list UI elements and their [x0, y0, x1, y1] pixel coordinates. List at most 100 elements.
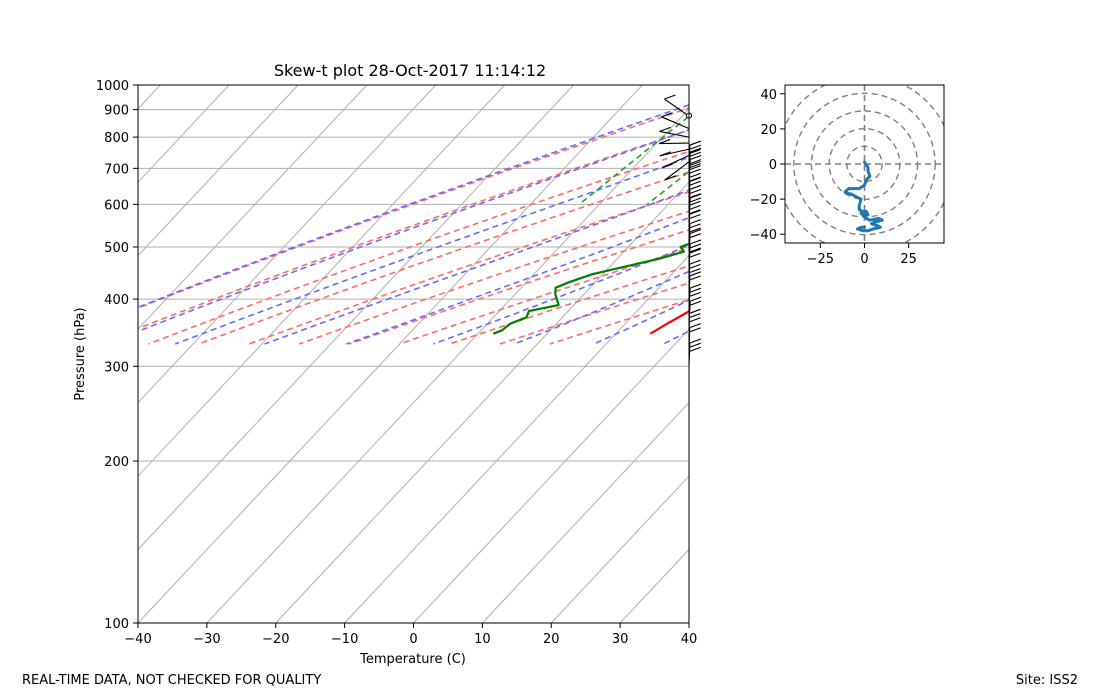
moist-adiabat: [138, 128, 689, 333]
barb-feather: [689, 287, 702, 293]
y-tick-label: 500: [104, 241, 129, 256]
wind-barb: [661, 112, 690, 130]
hodo-x-tick-label: 0: [860, 252, 868, 267]
hodo-y-tick-label: −40: [750, 228, 777, 243]
barb-feather: [689, 227, 701, 233]
moist-adiabat: [264, 189, 689, 345]
barb-feather: [689, 275, 701, 281]
mixing-ratio-line: [969, 105, 1100, 205]
y-tick-label: 800: [104, 131, 129, 146]
barb-feather: [689, 188, 702, 194]
x-tick-label: −40: [124, 632, 151, 647]
mixing-ratio-line: [763, 105, 896, 205]
isotherm: [138, 85, 574, 551]
dry-adiabat: [138, 129, 689, 330]
barb-feather: [689, 271, 702, 277]
y-tick-label: 1000: [96, 79, 129, 94]
moist-adiabat: [138, 104, 689, 309]
hodograph-trace: [843, 160, 884, 233]
data-quality-disclaimer: REAL-TIME DATA, NOT CHECKED FOR QUALITY: [22, 673, 322, 688]
barb-feather: [689, 209, 701, 215]
isotherm: [688, 622, 689, 623]
barb-feather: [689, 213, 701, 219]
barb-feather: [689, 233, 702, 239]
x-tick-label: 30: [612, 632, 629, 647]
site-label: Site: ISS2: [1015, 673, 1078, 688]
barb-feather: [689, 247, 701, 253]
barb-feather: [689, 327, 701, 333]
y-tick-label: 400: [104, 293, 129, 308]
barb-feather: [689, 160, 701, 167]
isotherm: [619, 548, 689, 623]
hodograph-trace-group: [843, 160, 884, 233]
barb-feather: [689, 283, 702, 289]
x-axis-label: Temperature (C): [359, 652, 466, 667]
barb-staff: [658, 142, 690, 145]
barb-feather: [689, 172, 701, 178]
wind-barb: [659, 148, 690, 157]
moist-adiabat: [346, 216, 689, 345]
dry-adiabat: [198, 171, 689, 345]
skewt-moist-adiabats: [138, 104, 689, 345]
wind-barb: [664, 161, 690, 181]
barb-feather: [661, 112, 673, 118]
x-tick-label: 40: [681, 632, 698, 647]
wind-barb: [688, 239, 702, 267]
dewpoint-profile: [492, 242, 689, 335]
barb-feather: [689, 176, 702, 182]
barb-feather: [661, 163, 673, 169]
dry-adiabat: [138, 107, 689, 310]
wind-barb: [658, 139, 690, 145]
isotherm: [413, 328, 689, 623]
isotherm: [138, 85, 643, 623]
barb-feather: [689, 317, 701, 323]
barb-feather: [664, 175, 677, 181]
barb-feather: [689, 219, 702, 225]
skewt-mixing-ratio-lines: [578, 105, 1100, 206]
barb-feather: [689, 243, 702, 249]
barb-feather: [689, 144, 701, 150]
y-tick-label: 200: [104, 455, 129, 470]
barb-staff: [659, 148, 690, 157]
barb-feather: [689, 300, 702, 306]
isotherm: [550, 475, 689, 623]
barb-feather: [689, 180, 701, 186]
barb-feather: [689, 268, 701, 274]
barb-feather: [689, 140, 702, 146]
hodo-y-tick-label: 0: [769, 158, 777, 173]
hodo-y-tick-label: −20: [750, 193, 777, 208]
barb-staff: [661, 116, 690, 130]
skewt-y-ticks: 100 200 300 400 500 600 700 800 900 1000: [96, 79, 138, 632]
isotherm: [482, 401, 689, 623]
hodograph-ticks: −25 0 25 40 20 0 −20 −40: [750, 88, 917, 267]
barb-feather: [689, 248, 701, 254]
dry-adiabat: [248, 191, 689, 345]
barb-staff: [664, 161, 690, 181]
barb-feather: [689, 148, 701, 154]
hodo-y-tick-label: 40: [760, 88, 777, 103]
barb-feather: [659, 126, 671, 132]
moist-adiabat: [433, 244, 689, 345]
skewt-profiles: [492, 242, 689, 335]
hodo-x-tick-label: −25: [807, 252, 834, 267]
barb-feather: [689, 147, 702, 153]
barb-feather: [689, 163, 701, 169]
hodo-x-tick-label: 25: [900, 252, 917, 267]
x-tick-label: −30: [193, 632, 220, 647]
barb-staff: [664, 98, 690, 117]
mixing-ratio-line: [849, 105, 986, 205]
barb-feather: [690, 296, 702, 302]
barb-feather: [658, 139, 671, 145]
x-tick-label: 0: [409, 632, 417, 647]
isotherm: [206, 108, 689, 623]
barb-feather: [689, 252, 701, 258]
x-tick-label: 20: [543, 632, 560, 647]
isotherm: [138, 85, 505, 477]
y-tick-label: 100: [104, 617, 129, 632]
barb-feather: [689, 168, 701, 174]
barb-feather: [659, 151, 671, 157]
y-tick-label: 300: [104, 360, 129, 375]
wind-barb: [661, 154, 690, 169]
x-tick-label: 10: [474, 632, 491, 647]
